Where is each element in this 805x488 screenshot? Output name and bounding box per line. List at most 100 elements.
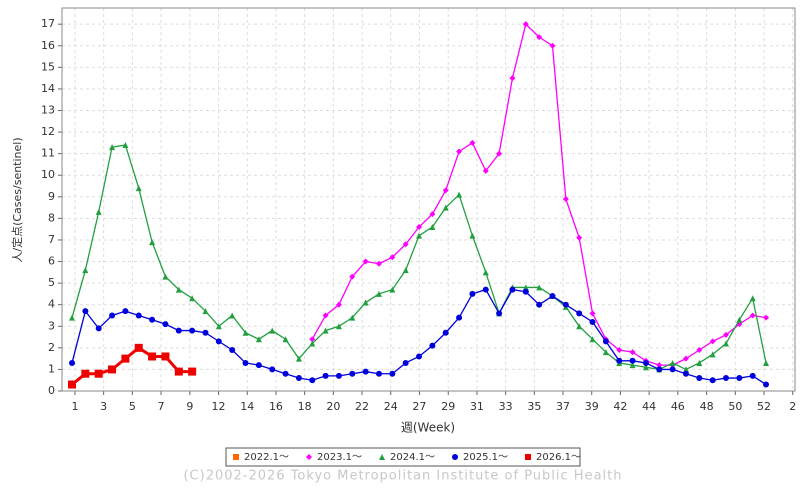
data-point bbox=[362, 299, 369, 306]
data-point bbox=[149, 239, 156, 246]
data-point bbox=[215, 338, 222, 345]
x-tick-label: 48 bbox=[700, 400, 714, 413]
data-point bbox=[375, 290, 382, 297]
data-point bbox=[362, 258, 369, 265]
series bbox=[309, 21, 770, 369]
series bbox=[69, 142, 770, 373]
data-point bbox=[122, 308, 129, 315]
y-tick-label: 11 bbox=[41, 147, 55, 160]
data-point bbox=[94, 369, 103, 378]
data-point bbox=[416, 353, 423, 360]
y-tick-label: 4 bbox=[48, 298, 55, 311]
data-point bbox=[161, 352, 170, 361]
data-point bbox=[389, 286, 396, 293]
legend-label: 2023.1～ bbox=[317, 452, 362, 463]
data-point bbox=[602, 349, 609, 356]
y-tick-label: 17 bbox=[41, 17, 55, 30]
data-point bbox=[509, 286, 516, 293]
x-tick-label: 50 bbox=[728, 400, 742, 413]
data-point bbox=[482, 167, 489, 174]
data-point bbox=[416, 232, 423, 239]
series-line bbox=[71, 345, 193, 386]
x-tick-label: 46 bbox=[671, 400, 685, 413]
data-point bbox=[522, 21, 529, 28]
legend-marker bbox=[525, 454, 531, 460]
data-point bbox=[269, 327, 276, 334]
y-tick-label: 14 bbox=[41, 82, 55, 95]
data-point bbox=[562, 301, 569, 308]
data-point bbox=[629, 349, 636, 356]
data-point bbox=[682, 355, 689, 362]
data-point bbox=[402, 267, 409, 274]
data-point bbox=[549, 42, 556, 49]
data-point bbox=[469, 290, 476, 297]
data-point bbox=[562, 195, 569, 202]
data-point bbox=[335, 323, 342, 330]
x-axis-label: 週(Week) bbox=[401, 421, 455, 435]
footer: (C)2002-2026 Tokyo Metropolitan Institut… bbox=[183, 469, 622, 484]
y-axis-label: 人/定点(Cases/sentinel) bbox=[10, 137, 24, 262]
x-tick-label: 35 bbox=[527, 400, 541, 413]
x-tick-label: 20 bbox=[326, 400, 340, 413]
data-point bbox=[242, 329, 249, 336]
data-point bbox=[496, 150, 503, 157]
data-point bbox=[175, 327, 182, 334]
data-point bbox=[95, 208, 102, 215]
data-point bbox=[669, 366, 676, 373]
data-point bbox=[349, 370, 356, 377]
data-point bbox=[174, 367, 183, 376]
data-point bbox=[736, 316, 743, 323]
data-point bbox=[322, 372, 329, 379]
data-point bbox=[149, 316, 156, 323]
data-point bbox=[589, 318, 596, 325]
data-point bbox=[282, 336, 289, 343]
data-point bbox=[135, 185, 142, 192]
data-point bbox=[242, 359, 249, 366]
data-point bbox=[68, 380, 77, 389]
data-point bbox=[442, 329, 449, 336]
data-point bbox=[175, 286, 182, 293]
data-point bbox=[335, 372, 342, 379]
data-point bbox=[202, 329, 209, 336]
data-point bbox=[309, 340, 316, 347]
series bbox=[69, 286, 770, 388]
legend-marker bbox=[379, 454, 385, 460]
x-tick-label: 27 bbox=[412, 400, 426, 413]
data-point bbox=[429, 224, 436, 231]
data-point bbox=[322, 327, 329, 334]
data-point bbox=[215, 323, 222, 330]
x-tick-label: 18 bbox=[298, 400, 312, 413]
data-point bbox=[616, 357, 623, 364]
data-point bbox=[295, 375, 302, 382]
data-point bbox=[442, 204, 449, 211]
y-tick-label: 13 bbox=[41, 103, 55, 116]
data-point bbox=[162, 321, 169, 328]
x-tick-label: 7 bbox=[158, 400, 165, 413]
data-point bbox=[709, 338, 716, 345]
x-tick-label: 44 bbox=[642, 400, 656, 413]
data-point bbox=[656, 366, 663, 373]
x-tick-label: 9 bbox=[186, 400, 193, 413]
y-tick-label: 3 bbox=[48, 319, 55, 332]
y-tick-label: 6 bbox=[48, 255, 55, 268]
x-tick-label: 3 bbox=[100, 400, 107, 413]
data-point bbox=[456, 314, 463, 321]
data-point bbox=[122, 142, 129, 149]
y-tick-label: 16 bbox=[41, 39, 55, 52]
legend-marker bbox=[306, 454, 312, 460]
y-tick-label: 2 bbox=[48, 341, 55, 354]
data-point bbox=[82, 267, 89, 274]
data-point bbox=[442, 187, 449, 194]
data-point bbox=[69, 314, 76, 321]
data-point bbox=[81, 369, 90, 378]
data-point bbox=[749, 372, 756, 379]
x-tick-label: 29 bbox=[441, 400, 455, 413]
data-point bbox=[135, 312, 142, 319]
data-point bbox=[669, 359, 676, 366]
data-point bbox=[736, 375, 743, 382]
data-point bbox=[536, 34, 543, 41]
data-point bbox=[389, 254, 396, 261]
data-point bbox=[602, 338, 609, 345]
data-point bbox=[389, 370, 396, 377]
